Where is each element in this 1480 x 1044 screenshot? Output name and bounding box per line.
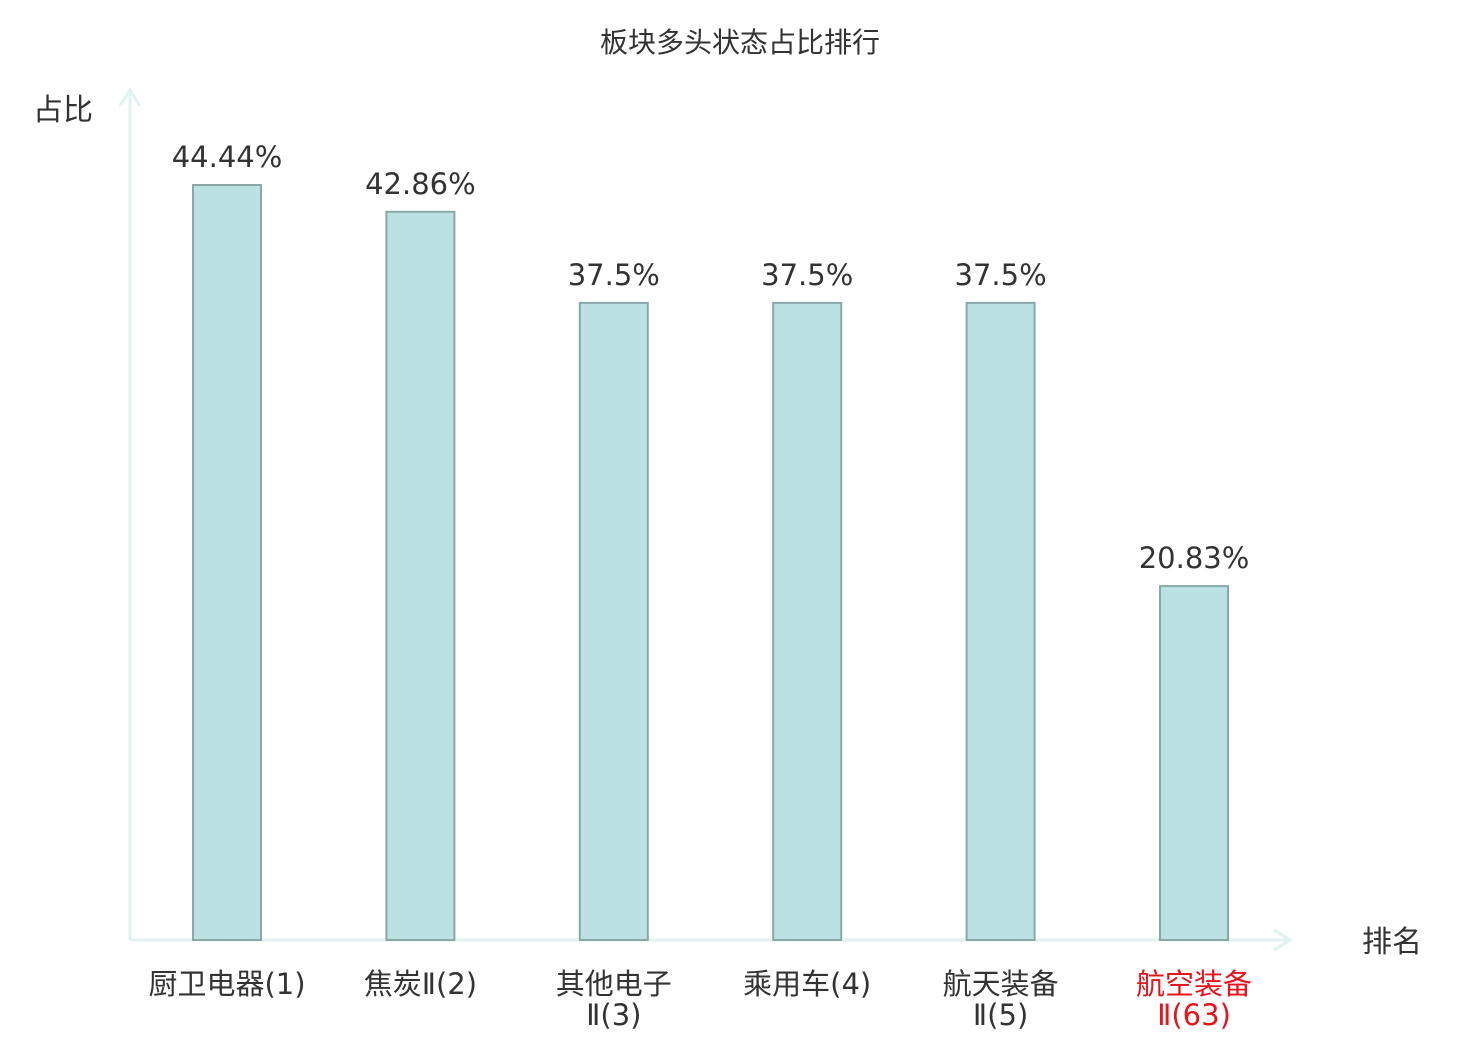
value-label-1: 44.44% [172, 140, 283, 174]
value-label-5: 37.5% [955, 258, 1047, 292]
category-label-5-line-1: 航天装备 [943, 967, 1059, 1001]
bar-5 [965, 301, 1036, 941]
category-label-6-line-1: 航空装备 [1136, 967, 1252, 1001]
chart-title: 板块多头状态占比排行 [600, 26, 880, 59]
bar-4 [772, 301, 843, 941]
bars [192, 184, 1229, 942]
value-label-2: 42.86% [365, 167, 476, 201]
bar-2 [385, 210, 456, 942]
category-label-3-line-1: 其他电子 [556, 967, 672, 1001]
category-label-2: 焦炭Ⅱ(2) [364, 967, 477, 1001]
category-label-3-line-2: Ⅱ(3) [586, 998, 641, 1032]
value-label-6: 20.83% [1139, 541, 1250, 575]
value-label-3: 37.5% [568, 258, 660, 292]
category-label-5-line-2: Ⅱ(5) [973, 998, 1028, 1032]
x-axis-label: 排名 [1362, 925, 1422, 960]
x-axis-arrow-icon [1273, 928, 1293, 952]
value-label-4: 37.5% [761, 258, 853, 292]
bar-6 [1159, 585, 1229, 941]
category-label-4: 乘用车(4) [743, 967, 871, 1001]
value-labels: 44.44% 42.86% 37.5% 37.5% 37.5% 20.83% [172, 140, 1250, 575]
bar-3 [578, 301, 649, 941]
y-axis-arrow-icon [118, 87, 142, 107]
axes [118, 87, 1293, 952]
y-axis-label: 占比 [33, 93, 93, 128]
category-label-6-line-2: Ⅱ(63) [1157, 998, 1231, 1032]
category-label-1: 厨卫电器(1) [148, 967, 305, 1001]
bar-1 [192, 184, 262, 941]
